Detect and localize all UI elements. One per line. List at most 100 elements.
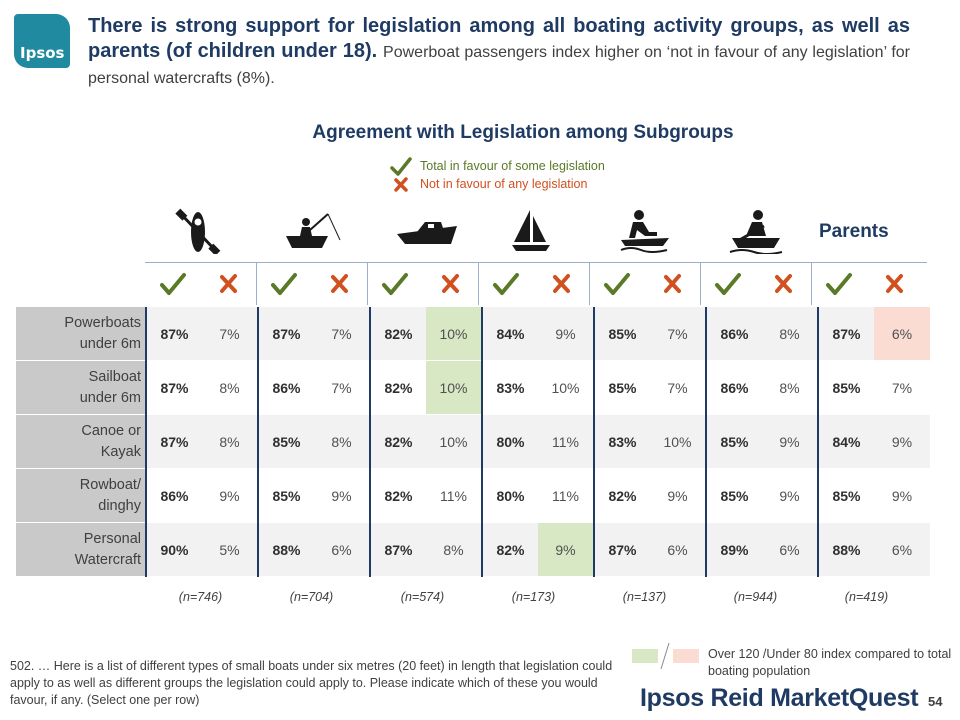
in-favour-cell: 89% xyxy=(705,522,762,577)
legislation-table: Powerboats under 6m 87% 7% 87% 7% 82% 10% 84% 9% 8… xyxy=(16,307,930,577)
table-row: Personal Watercraft 90% 5% 88% 6% 87% 8% 82% 9% 87… xyxy=(16,522,930,577)
not-in-favour-cell: 8% xyxy=(202,360,258,415)
not-in-favour-cell: 9% xyxy=(314,468,370,523)
in-favour-cell: 86% xyxy=(145,468,202,523)
in-favour-cell: 83% xyxy=(481,360,538,415)
check-icon xyxy=(382,273,408,295)
row-label-line1: Canoe or xyxy=(81,422,141,439)
in-favour-cell: 88% xyxy=(817,522,874,577)
sample-size: (n=173) xyxy=(511,590,556,604)
group-header-watercraft xyxy=(589,204,700,260)
group-separator xyxy=(811,263,812,305)
in-favour-mark xyxy=(589,263,644,305)
header-divider xyxy=(145,262,927,263)
in-favour-cell: 82% xyxy=(481,522,538,577)
in-favour-mark xyxy=(811,263,866,305)
rowboat-fisher-icon xyxy=(286,213,341,248)
not-in-favour-cell: 5% xyxy=(202,522,258,577)
in-favour-cell: 87% xyxy=(145,414,202,469)
group-separator xyxy=(700,263,701,305)
not-in-favour-cell: 10% xyxy=(426,307,482,361)
group-header-canoe xyxy=(145,204,256,260)
not-in-favour-cell: 6% xyxy=(874,307,930,361)
not-in-favour-mark xyxy=(755,263,810,305)
in-favour-cell: 82% xyxy=(369,307,426,361)
not-in-favour-mark xyxy=(644,263,699,305)
not-in-favour-cell: 10% xyxy=(538,360,594,415)
sample-size: (n=574) xyxy=(400,590,445,604)
in-favour-cell: 86% xyxy=(705,360,762,415)
divider-slash-icon xyxy=(660,642,670,670)
group-icon-row xyxy=(145,204,925,260)
cross-icon xyxy=(664,274,681,293)
in-favour-cell: 87% xyxy=(257,307,314,361)
not-in-favour-cell: 6% xyxy=(762,522,818,577)
table-row: Powerboats under 6m 87% 7% 87% 7% 82% 10% 84% 9% 8… xyxy=(16,307,930,361)
check-icon xyxy=(715,273,741,295)
row-label: Personal Watercraft xyxy=(16,522,146,577)
sample-size: (n=746) xyxy=(178,590,223,604)
not-in-favour-cell: 7% xyxy=(874,360,930,415)
not-in-favour-cell: 9% xyxy=(762,414,818,469)
not-in-favour-cell: 11% xyxy=(538,468,594,523)
cross-icon xyxy=(331,274,348,293)
brand-ipsos-reid: Ipsos Reid xyxy=(640,684,764,712)
row-label-line1: Personal xyxy=(83,530,141,547)
not-in-favour-cell: 10% xyxy=(426,360,482,415)
not-in-favour-cell: 9% xyxy=(538,522,594,577)
in-favour-cell: 85% xyxy=(257,414,314,469)
row-label: Canoe or Kayak xyxy=(16,414,146,469)
sailboat-icon xyxy=(512,210,550,251)
in-favour-cell: 85% xyxy=(257,468,314,523)
group-separator xyxy=(478,263,479,305)
legend-not-in-favour-label: Not in favour of any legislation xyxy=(420,177,588,191)
group-header-powerboat xyxy=(367,204,478,260)
row-label-line1: Powerboats xyxy=(64,314,141,331)
row-label-line1: Rowboat/ xyxy=(79,476,141,493)
not-in-favour-cell: 9% xyxy=(874,414,930,469)
legend-marks-row xyxy=(145,263,927,305)
row-label-line2: Watercraft xyxy=(74,551,141,568)
not-in-favour-cell: 7% xyxy=(314,360,370,415)
in-favour-mark xyxy=(256,263,311,305)
not-in-favour-cell: 8% xyxy=(762,360,818,415)
ipsos-logo: Ipsos xyxy=(14,14,70,68)
chart-title: Agreement with Legislation among Subgrou… xyxy=(312,122,734,143)
in-favour-cell: 80% xyxy=(481,414,538,469)
row-label-line2: dinghy xyxy=(98,497,141,514)
sample-size: (n=419) xyxy=(844,590,889,604)
check-icon xyxy=(390,157,412,176)
group-header-rowing xyxy=(700,204,811,260)
not-in-favour-mark xyxy=(422,263,477,305)
not-in-favour-cell: 6% xyxy=(874,522,930,577)
row-label-line1: Sailboat xyxy=(88,368,141,385)
row-label-line2: under 6m xyxy=(79,389,141,406)
in-favour-cell: 82% xyxy=(369,414,426,469)
slide-headline: There is strong support for legislation … xyxy=(88,14,910,91)
in-favour-mark xyxy=(367,263,422,305)
in-favour-cell: 88% xyxy=(257,522,314,577)
cross-icon xyxy=(442,274,459,293)
table-row: Sailboat under 6m 87% 8% 86% 7% 82% 10% 83% 10% 85… xyxy=(16,360,930,415)
row-label: Sailboat under 6m xyxy=(16,360,146,415)
powerboat-icon xyxy=(397,222,457,244)
brand-wordmark: Ipsos Reid MarketQuest xyxy=(640,684,919,713)
in-favour-mark xyxy=(145,263,200,305)
in-favour-mark xyxy=(478,263,533,305)
group-header-parents: Parents xyxy=(819,221,889,242)
row-label-line2: Kayak xyxy=(100,443,141,460)
cross-icon xyxy=(886,274,903,293)
group-header-sailboat xyxy=(478,204,589,260)
in-favour-cell: 82% xyxy=(593,468,650,523)
page-number: 54 xyxy=(928,694,943,709)
legend-item-not-in-favour: Not in favour of any legislation xyxy=(390,175,605,193)
group-separator xyxy=(589,263,590,305)
footnote: 502. … Here is a list of different types… xyxy=(10,659,613,707)
sample-size: (n=704) xyxy=(289,590,334,604)
check-icon xyxy=(826,273,852,295)
in-favour-cell: 83% xyxy=(593,414,650,469)
not-in-favour-cell: 10% xyxy=(650,414,706,469)
not-in-favour-mark xyxy=(533,263,588,305)
in-favour-cell: 84% xyxy=(481,307,538,361)
not-in-favour-cell: 9% xyxy=(650,468,706,523)
